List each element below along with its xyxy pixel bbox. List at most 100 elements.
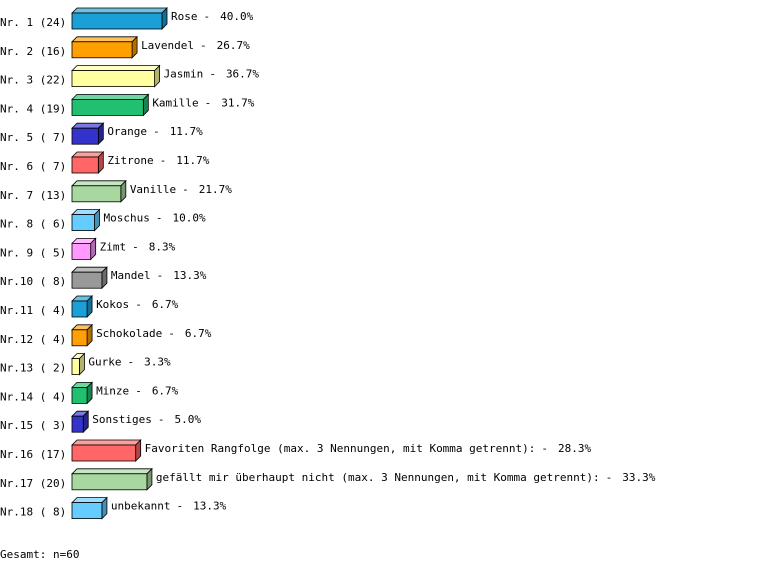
- bar-top: [71, 65, 161, 71]
- row-label: Nr.11 ( 4): [0, 304, 66, 317]
- bar: [71, 99, 144, 116]
- bar-label: Rose -40.0%: [171, 10, 254, 23]
- bar-label: Minze -6.7%: [96, 384, 179, 397]
- value-label: 11.7%: [176, 154, 209, 167]
- value-label: 36.7%: [226, 68, 259, 81]
- item-name: Kokos: [96, 298, 129, 311]
- bar: [71, 127, 99, 145]
- bar-label: gefällt mir überhaupt nicht (max. 3 Nenn…: [156, 471, 656, 484]
- separator: -: [168, 327, 175, 340]
- value-label: 40.0%: [220, 10, 253, 23]
- item-name: Favoriten Rangfolge (max. 3 Nennungen, m…: [145, 442, 536, 455]
- bar-top: [71, 468, 153, 475]
- bar: [71, 502, 103, 520]
- bar: [71, 358, 80, 376]
- separator: -: [158, 413, 165, 426]
- value-label: 26.7%: [217, 39, 250, 52]
- bar-top: [71, 439, 142, 446]
- separator: -: [541, 442, 548, 455]
- separator: -: [177, 500, 184, 513]
- row-label: Nr. 8 ( 6): [0, 218, 66, 231]
- item-name: Sonstiges: [92, 413, 152, 426]
- separator: -: [157, 269, 164, 282]
- separator: -: [135, 298, 142, 311]
- bar-label: Jasmin -36.7%: [164, 68, 260, 81]
- item-name: Jasmin: [164, 68, 204, 81]
- bar: [71, 41, 133, 59]
- item-name: Orange: [107, 125, 147, 138]
- value-label: 10.0%: [172, 212, 205, 225]
- bar-label: Mandel -13.3%: [111, 269, 207, 282]
- item-name: gefällt mir überhaupt nicht (max. 3 Nenn…: [156, 471, 600, 484]
- separator: -: [156, 212, 163, 225]
- value-label: 3.3%: [144, 356, 171, 369]
- separator: -: [209, 68, 216, 81]
- separator: -: [205, 96, 212, 109]
- row-label: Nr. 1 (24): [0, 16, 66, 29]
- row-label: Nr. 5 ( 7): [0, 131, 66, 144]
- item-name: Kamille: [152, 96, 198, 109]
- item-name: Zimt: [100, 240, 127, 253]
- row-label: Nr.10 ( 8): [0, 275, 66, 288]
- row-label: Nr. 6 ( 7): [0, 160, 66, 173]
- bar: [71, 271, 103, 289]
- row-label: Nr.17 (20): [0, 477, 66, 490]
- item-name: Schokolade: [96, 327, 162, 340]
- row-label: Nr.15 ( 3): [0, 419, 66, 432]
- bar-label: Orange -11.7%: [107, 125, 203, 138]
- item-name: Mandel: [111, 269, 151, 282]
- separator: -: [128, 356, 135, 369]
- bar-top: [71, 94, 150, 100]
- bar-top: [71, 7, 168, 14]
- value-label: 28.3%: [558, 442, 591, 455]
- value-label: 6.7%: [152, 298, 179, 311]
- separator: -: [204, 10, 211, 23]
- bar-label: Zitrone -11.7%: [107, 154, 209, 167]
- item-name: unbekannt: [111, 500, 171, 513]
- bar-top: [71, 497, 108, 504]
- value-label: 11.7%: [170, 125, 203, 138]
- bar: [71, 300, 88, 318]
- item-name: Minze: [96, 384, 129, 397]
- bar-label: Schokolade -6.7%: [96, 327, 212, 340]
- value-label: 13.3%: [193, 500, 226, 513]
- row-label: Nr. 7 (13): [0, 189, 66, 202]
- separator: -: [153, 125, 160, 138]
- bar: [71, 185, 122, 203]
- bar: [71, 415, 84, 433]
- item-name: Lavendel: [141, 39, 194, 52]
- item-name: Rose: [171, 10, 198, 23]
- bar-label: Lavendel -26.7%: [141, 39, 250, 52]
- bar-top: [71, 36, 139, 43]
- separator: -: [606, 471, 613, 484]
- row-label: Nr. 2 (16): [0, 45, 66, 58]
- bar-label: Sonstiges -5.0%: [92, 413, 201, 426]
- bar-top: [71, 266, 108, 273]
- row-label: Nr. 4 (19): [0, 102, 66, 115]
- bar: [71, 214, 95, 232]
- separator: -: [135, 384, 142, 397]
- separator: -: [200, 39, 207, 52]
- row-label: Nr. 9 ( 5): [0, 246, 66, 259]
- row-label: Nr.16 (17): [0, 448, 66, 461]
- value-label: 33.3%: [622, 471, 655, 484]
- bar-label: Kamille -31.7%: [152, 96, 254, 109]
- row-label: Nr.12 ( 4): [0, 333, 66, 346]
- separator: -: [182, 183, 189, 196]
- row-label: Nr.18 ( 8): [0, 506, 66, 519]
- bar: [71, 444, 137, 462]
- bar-top: [71, 180, 127, 187]
- footer: Gesamt: n=60: [0, 548, 79, 561]
- bar: [71, 70, 155, 87]
- value-label: 6.7%: [152, 384, 179, 397]
- bar: [71, 473, 148, 491]
- value-label: 21.7%: [199, 183, 232, 196]
- bar-label: Zimt -8.3%: [100, 240, 176, 253]
- bar-label: Kokos -6.7%: [96, 298, 179, 311]
- bar: [71, 386, 88, 404]
- item-name: Moschus: [104, 212, 150, 225]
- value-label: 8.3%: [149, 240, 176, 253]
- bar: [71, 242, 92, 260]
- bar-label: Gurke -3.3%: [88, 356, 171, 369]
